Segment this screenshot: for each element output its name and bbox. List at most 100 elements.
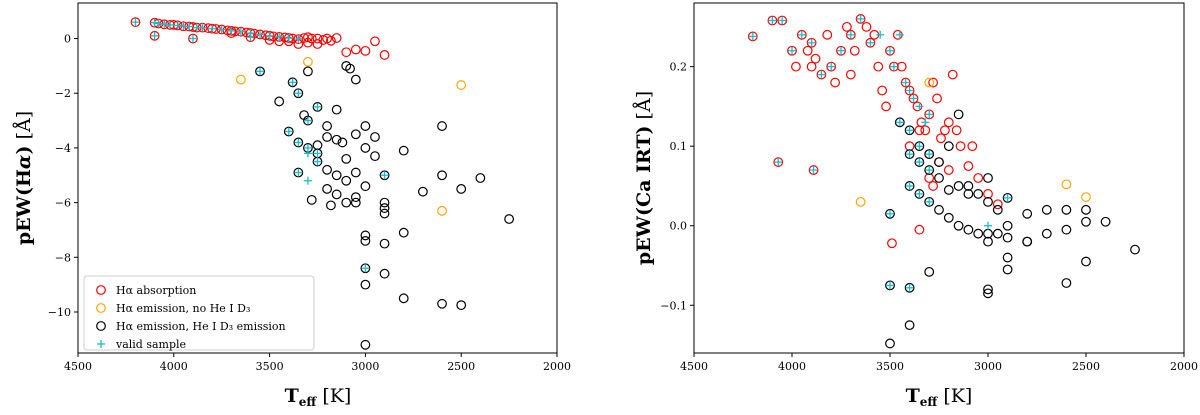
emission-he-marker xyxy=(350,167,361,178)
absorption-marker xyxy=(830,77,841,88)
emission-he-marker xyxy=(456,184,467,194)
absorption-marker xyxy=(849,45,860,56)
legend-box xyxy=(83,275,315,351)
emission-he-marker xyxy=(350,192,361,203)
emission-he-marker xyxy=(331,189,342,200)
valid-sample-marker xyxy=(817,70,826,79)
emission-he-marker xyxy=(914,141,925,152)
valid-sample-marker xyxy=(901,78,910,87)
emission-he-marker xyxy=(322,184,332,194)
valid-sample-marker xyxy=(217,25,226,34)
valid-sample-marker xyxy=(856,14,865,23)
emission-he-marker xyxy=(360,121,371,131)
emission-he-marker xyxy=(293,167,304,178)
valid-sample-marker xyxy=(886,209,894,218)
emission-he-marker xyxy=(914,157,925,167)
emission-he-marker xyxy=(1041,204,1052,215)
emission-he-marker xyxy=(341,197,352,208)
emission-he-marker xyxy=(924,196,935,207)
valid-sample-marker xyxy=(313,157,322,166)
absorption-marker xyxy=(936,133,946,144)
absorption-marker xyxy=(914,224,925,235)
legend-label: Hα emission, He I D₃ emission xyxy=(116,320,286,333)
valid-sample-marker xyxy=(246,33,255,42)
emission-he-marker xyxy=(1081,256,1091,267)
y-tick-label: 0.2 xyxy=(670,61,688,74)
absorption-marker xyxy=(810,53,821,64)
emission-he-marker xyxy=(312,102,323,112)
emission-he-marker xyxy=(504,214,515,224)
valid-sample-marker xyxy=(895,118,904,127)
valid-sample-marker xyxy=(275,32,284,41)
emission-he-marker xyxy=(992,228,1003,239)
valid-sample-marker xyxy=(236,27,245,36)
valid-sample-marker xyxy=(748,32,757,41)
emission-he-marker xyxy=(360,279,371,290)
valid-sample-marker xyxy=(905,150,914,159)
valid-sample-marker xyxy=(984,221,992,230)
absorption-marker xyxy=(885,45,895,56)
absorption-marker xyxy=(904,85,915,96)
emission-he-marker xyxy=(904,181,915,191)
emission-he-marker xyxy=(437,170,447,181)
emission-he-marker xyxy=(417,186,428,197)
absorption-marker xyxy=(283,33,294,43)
absorption-marker xyxy=(255,29,265,40)
x-ticks: 4500 4000 3500 3000 2500 2000 xyxy=(64,353,571,373)
valid-sample-marker xyxy=(1003,193,1012,202)
emission-he-marker xyxy=(350,197,361,208)
absorption-marker xyxy=(312,33,323,44)
emission-he-marker xyxy=(379,197,390,208)
valid-sample-marker xyxy=(154,19,163,28)
valid-sample-marker xyxy=(886,46,894,55)
absorption-marker xyxy=(943,165,954,175)
valid-sample-marker xyxy=(846,30,855,39)
emission-he-marker xyxy=(326,200,336,211)
emission-he-marker xyxy=(963,224,974,235)
emission-he-marker xyxy=(885,208,895,219)
valid-sample-marker xyxy=(866,38,875,47)
emission-he-marker xyxy=(274,96,285,107)
y-tick-label: −10 xyxy=(48,306,71,319)
emission-he-marker xyxy=(341,153,352,164)
valid-sample-marker xyxy=(227,26,236,35)
valid-sample-marker xyxy=(173,21,182,30)
absorption-marker xyxy=(900,77,911,88)
valid-sample-marker xyxy=(905,283,914,292)
halpha-plot: 4500 4000 3500 3000 2500 2000 0 −2 −4 −6 −8 −10 Te… xyxy=(13,2,571,409)
emission-he-marker xyxy=(934,204,944,215)
valid-sample-marker xyxy=(925,197,934,206)
absorption-marker xyxy=(973,173,984,183)
valid-sample-marker xyxy=(797,30,806,39)
emission-he-marker xyxy=(904,320,915,331)
valid-sample-marker xyxy=(827,62,836,71)
emission-no-he-marker xyxy=(235,74,246,85)
absorption-marker xyxy=(873,61,884,72)
emission-he-marker xyxy=(299,110,309,121)
emission-he-marker xyxy=(1002,220,1013,231)
valid-sample-marker xyxy=(294,138,303,147)
emission-he-marker xyxy=(379,238,390,249)
emission-he-marker xyxy=(924,165,935,175)
absorption-marker xyxy=(216,24,227,35)
valid-sample-marker xyxy=(905,181,914,190)
absorption-marker xyxy=(331,33,342,43)
emission-he-marker xyxy=(924,266,935,277)
x-tick-label: 3500 xyxy=(256,360,284,373)
absorption-marker xyxy=(791,61,801,72)
valid-sample-marker xyxy=(915,102,924,111)
emission-he-marker xyxy=(437,121,447,131)
valid-sample-marker xyxy=(889,62,898,71)
absorption-marker xyxy=(951,125,962,136)
valid-sample-marker xyxy=(256,67,265,76)
emission-he-marker xyxy=(904,282,915,293)
valid-sample-marker xyxy=(774,158,783,167)
absorption-marker xyxy=(881,101,891,112)
emission-he-marker xyxy=(331,104,342,115)
absorption-marker xyxy=(845,69,856,80)
absorption-marker xyxy=(963,161,974,171)
absorption-marker xyxy=(149,30,160,41)
emission-no-he-marker xyxy=(1061,179,1072,190)
valid-sample-marker xyxy=(303,176,312,185)
legend-marker xyxy=(96,321,106,331)
